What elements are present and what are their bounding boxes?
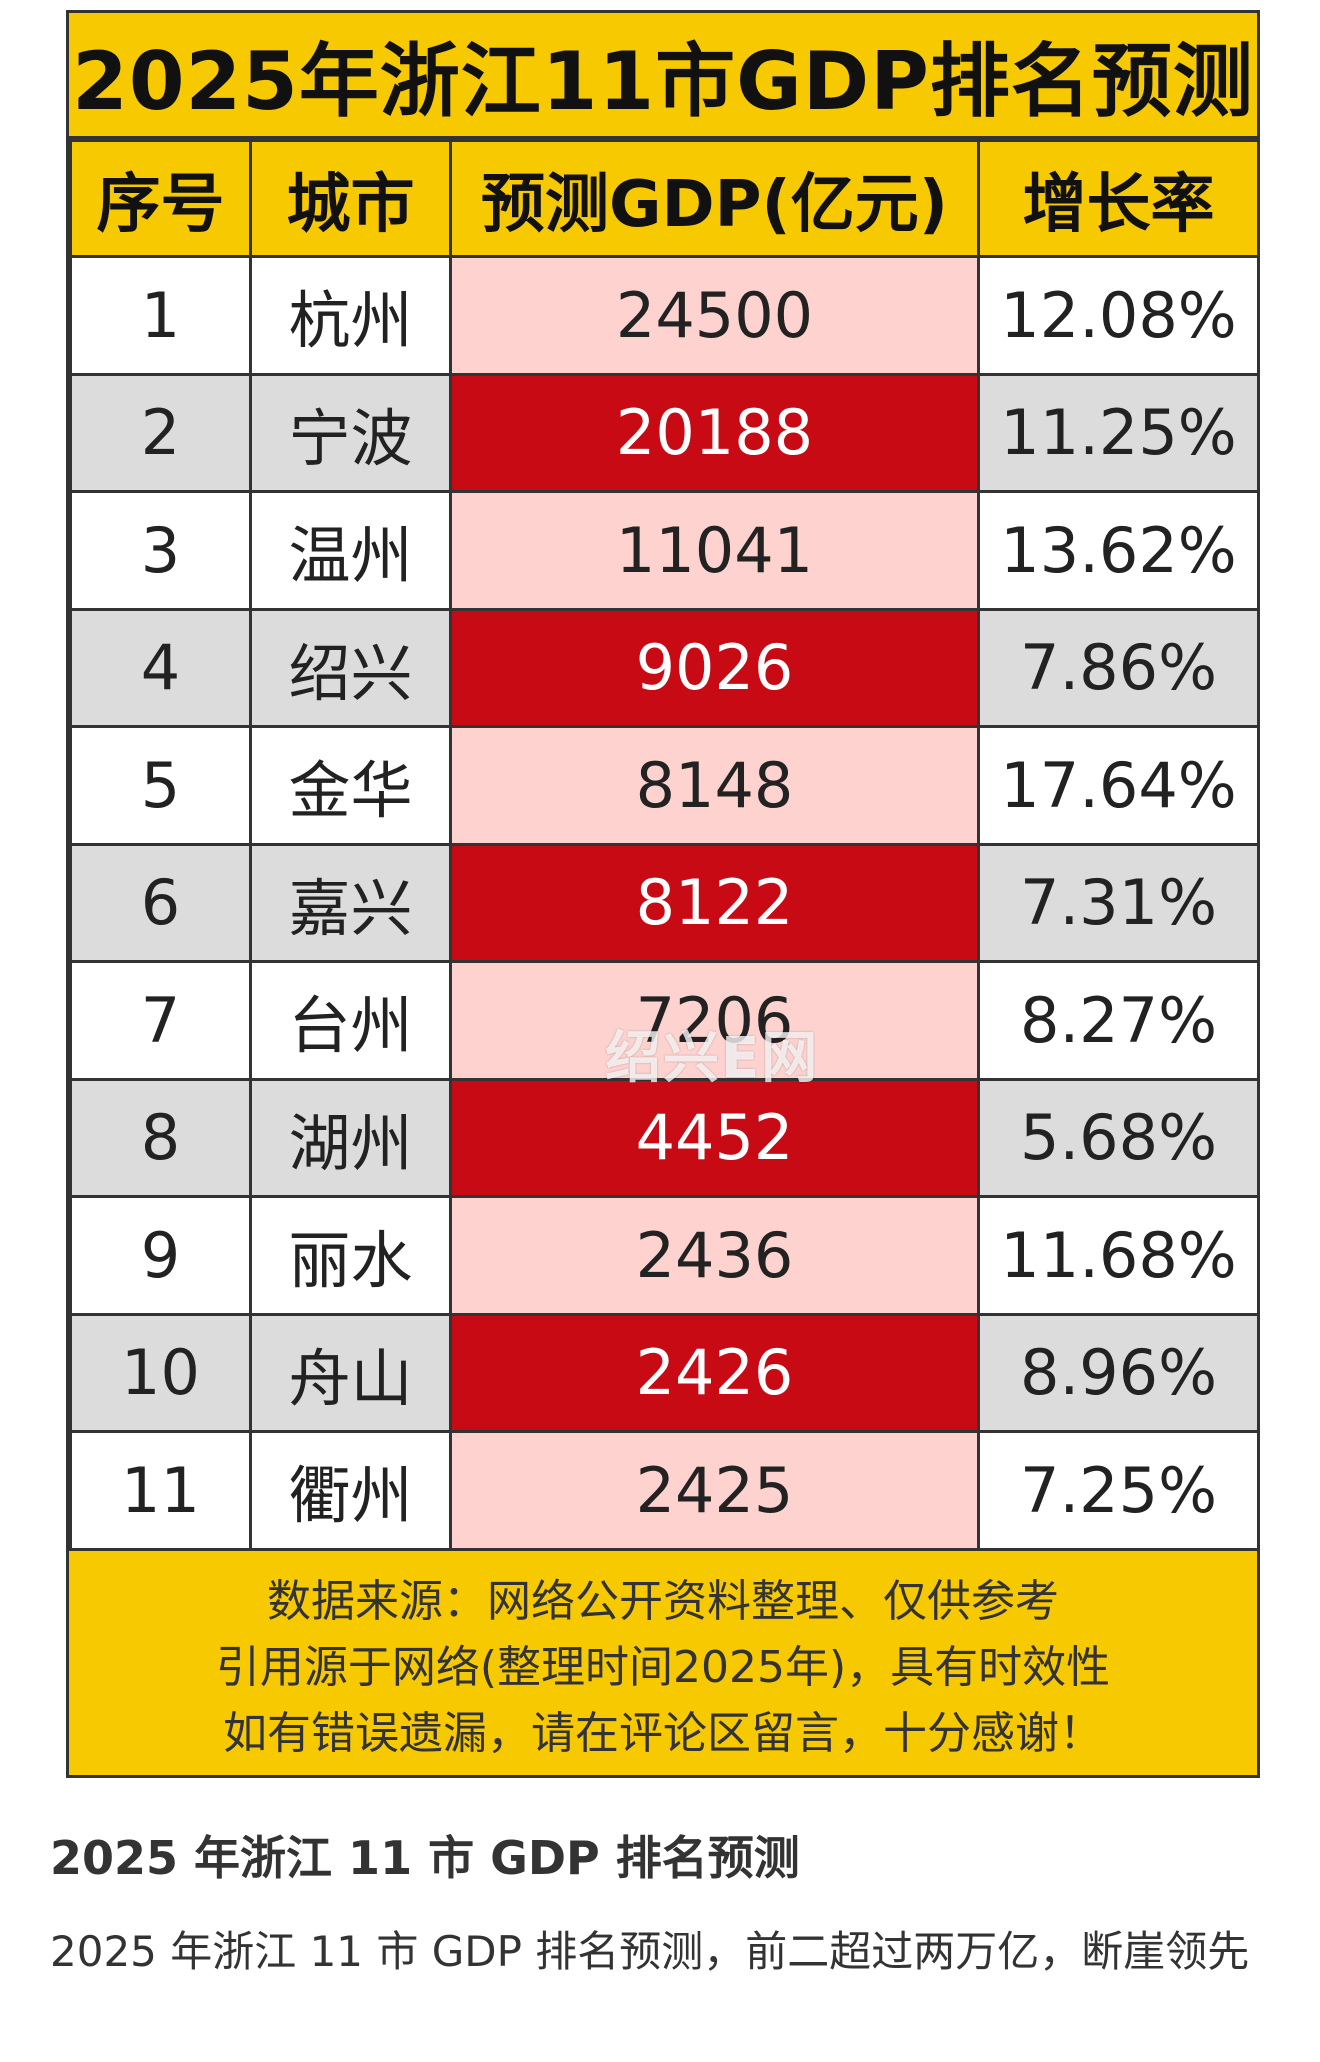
growth-cell: 7.86% bbox=[977, 607, 1260, 728]
growth-cell: 11.68% bbox=[977, 1195, 1260, 1316]
rank-cell: 10 bbox=[69, 1312, 252, 1433]
city-cell: 衢州 bbox=[249, 1430, 452, 1551]
rank-cell: 1 bbox=[69, 255, 252, 376]
growth-cell: 11.25% bbox=[977, 372, 1260, 493]
rank-cell: 9 bbox=[69, 1195, 252, 1316]
gdp-cell: 2436 bbox=[449, 1195, 980, 1316]
growth-cell: 5.68% bbox=[977, 1077, 1260, 1198]
rank-cell: 4 bbox=[69, 607, 252, 728]
source-note-line: 引用源于网络(整理时间2025年)，具有时效性 bbox=[215, 1642, 1111, 1693]
table-row: 9 丽水 2436 11.68% bbox=[69, 1195, 1260, 1316]
rank-cell: 2 bbox=[69, 372, 252, 493]
gdp-ranking-table: 序号 城市 预测GDP(亿元) 增长率 1 杭州 24500 12.08% 2 … bbox=[69, 139, 1260, 1551]
rank-cell: 5 bbox=[69, 725, 252, 846]
city-cell: 金华 bbox=[249, 725, 452, 846]
rank-cell: 11 bbox=[69, 1430, 252, 1551]
gdp-cell: 4452 bbox=[449, 1077, 980, 1198]
rank-cell: 8 bbox=[69, 1077, 252, 1198]
source-note-line: 如有错误遗漏，请在评论区留言，十分感谢！ bbox=[223, 1708, 1103, 1759]
table-row: 8 湖州 4452 5.68% bbox=[69, 1077, 1260, 1198]
source-note: 数据来源：网络公开资料整理、仅供参考 引用源于网络(整理时间2025年)，具有时… bbox=[69, 1561, 1257, 1775]
city-cell: 台州 bbox=[249, 960, 452, 1081]
rank-cell: 6 bbox=[69, 842, 252, 963]
growth-cell: 8.96% bbox=[977, 1312, 1260, 1433]
post-description: 2025 年浙江 11 市 GDP 排名预测，前二超过两万亿，断崖领先 bbox=[50, 1927, 1250, 1976]
source-note-line: 数据来源：网络公开资料整理、仅供参考 bbox=[267, 1576, 1059, 1627]
city-cell: 嘉兴 bbox=[249, 842, 452, 963]
growth-cell: 7.31% bbox=[977, 842, 1260, 963]
table-row: 2 宁波 20188 11.25% bbox=[69, 372, 1260, 493]
post-title: 2025 年浙江 11 市 GDP 排名预测 bbox=[50, 1831, 800, 1885]
gdp-cell: 9026 bbox=[449, 607, 980, 728]
city-cell: 丽水 bbox=[249, 1195, 452, 1316]
table-row: 3 温州 11041 13.62% bbox=[69, 490, 1260, 611]
gdp-cell: 20188 bbox=[449, 372, 980, 493]
table-row: 4 绍兴 9026 7.86% bbox=[69, 607, 1260, 728]
growth-cell: 8.27% bbox=[977, 960, 1260, 1081]
table-row: 6 嘉兴 8122 7.31% bbox=[69, 842, 1260, 963]
city-cell: 杭州 bbox=[249, 255, 452, 376]
growth-cell: 13.62% bbox=[977, 490, 1260, 611]
header-gdp: 预测GDP(亿元) bbox=[449, 139, 980, 258]
gdp-cell: 11041 bbox=[449, 490, 980, 611]
table-row: 10 舟山 2426 8.96% bbox=[69, 1312, 1260, 1433]
poster-title: 2025年浙江11市GDP排名预测 bbox=[69, 13, 1257, 139]
ranking-poster-image: 2025年浙江11市GDP排名预测 序号 城市 预测GDP(亿元) 增长率 1 … bbox=[66, 10, 1260, 1778]
header-rank: 序号 bbox=[69, 139, 252, 258]
gdp-cell: 2426 bbox=[449, 1312, 980, 1433]
table-row: 7 台州 7206 8.27% bbox=[69, 960, 1260, 1081]
city-cell: 温州 bbox=[249, 490, 452, 611]
city-cell: 湖州 bbox=[249, 1077, 452, 1198]
gdp-cell: 7206 bbox=[449, 960, 980, 1081]
gdp-cell: 24500 bbox=[449, 255, 980, 376]
gdp-cell: 8148 bbox=[449, 725, 980, 846]
city-cell: 宁波 bbox=[249, 372, 452, 493]
growth-cell: 7.25% bbox=[977, 1430, 1260, 1551]
header-growth: 增长率 bbox=[977, 139, 1260, 258]
city-cell: 舟山 bbox=[249, 1312, 452, 1433]
gdp-cell: 8122 bbox=[449, 842, 980, 963]
rank-cell: 7 bbox=[69, 960, 252, 1081]
city-cell: 绍兴 bbox=[249, 607, 452, 728]
table-row: 1 杭州 24500 12.08% bbox=[69, 255, 1260, 376]
table-row: 11 衢州 2425 7.25% bbox=[69, 1430, 1260, 1551]
gdp-cell: 2425 bbox=[449, 1430, 980, 1551]
table-row: 5 金华 8148 17.64% bbox=[69, 725, 1260, 846]
growth-cell: 17.64% bbox=[977, 725, 1260, 846]
rank-cell: 3 bbox=[69, 490, 252, 611]
table-header-row: 序号 城市 预测GDP(亿元) 增长率 bbox=[69, 139, 1260, 258]
growth-cell: 12.08% bbox=[977, 255, 1260, 376]
header-city: 城市 bbox=[249, 139, 452, 258]
